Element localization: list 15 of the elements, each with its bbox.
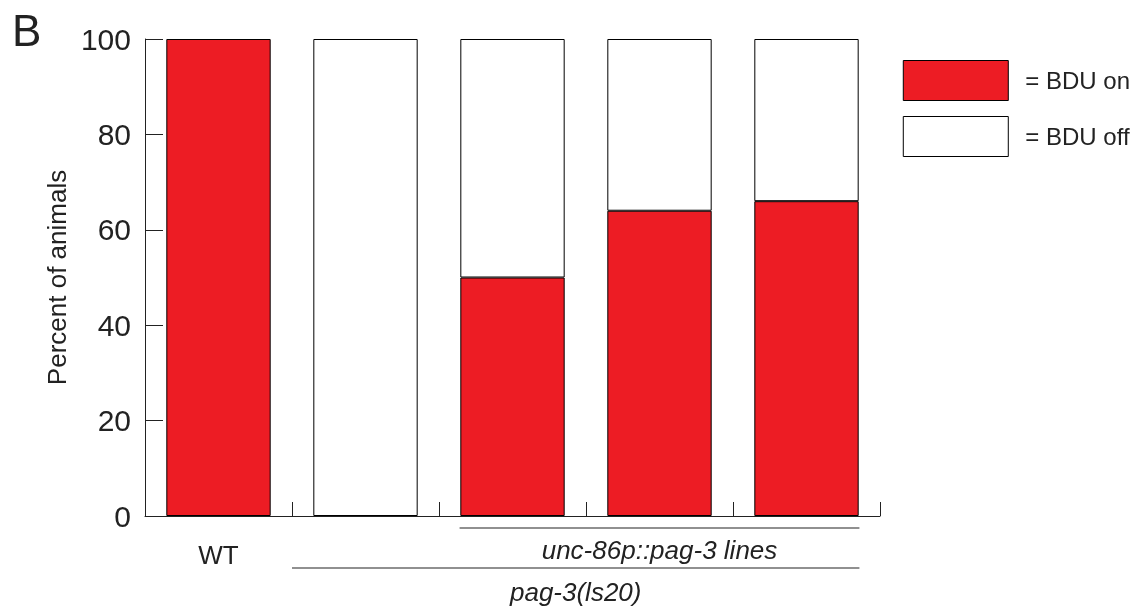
text: unc-86p::pag-3 lines (541, 535, 778, 565)
bar (313, 39, 418, 516)
y-tick-label: 60 (97, 213, 131, 247)
text: pag-3(ls20) (508, 577, 642, 607)
y-tick-label: 80 (97, 117, 131, 151)
y-axis-title: Percent of animals (42, 169, 73, 386)
legend-label: = BDU on (1025, 67, 1130, 94)
y-tick-label: 0 (114, 499, 131, 533)
y-tick-label: 40 (97, 308, 131, 342)
bar (166, 39, 271, 516)
y-tick-label: 20 (97, 404, 131, 438)
text: B (12, 5, 42, 55)
y-tick-label: 100 (80, 22, 131, 56)
x-tick-label: WT (198, 540, 239, 570)
legend-label: = BDU off (1025, 123, 1130, 150)
